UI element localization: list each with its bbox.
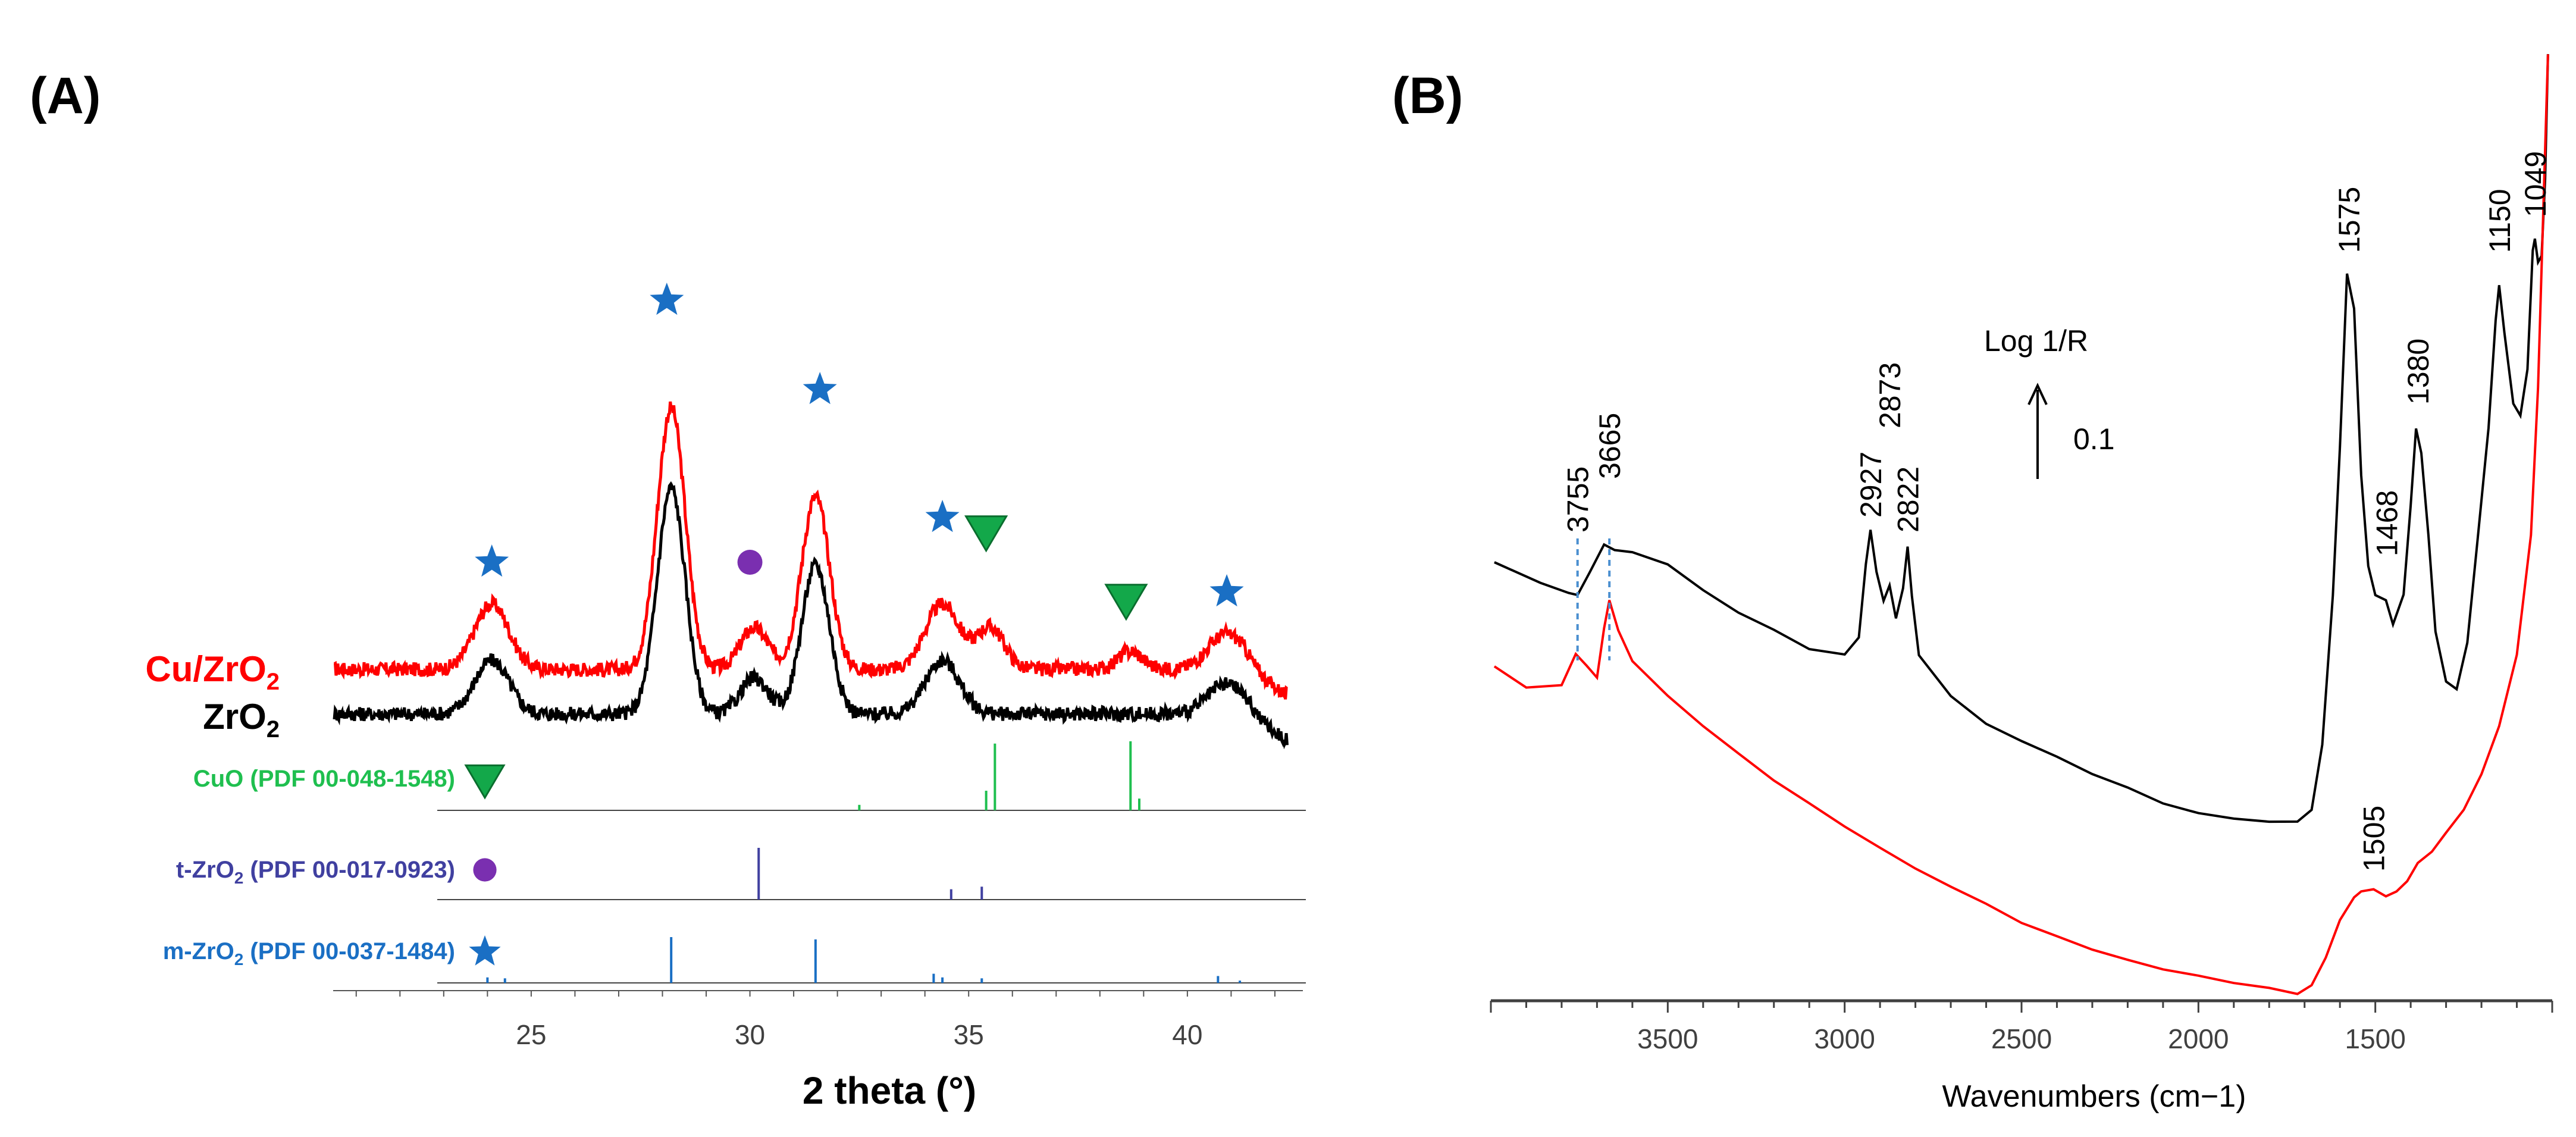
peak-label: 1468 [2371,490,2404,556]
x-tick-label: 25 [516,1019,546,1050]
scale-bar: Log 1/R 0.1 [1984,324,2115,479]
x-tick-label: 3000 [1814,1023,1875,1054]
star-marker-icon [1209,574,1244,607]
x-tick-label: 40 [1172,1019,1202,1050]
peak-label: 1505 [2358,806,2391,872]
peak-label: 3665 [1593,413,1627,479]
x-tick-label: 1500 [2345,1023,2405,1054]
peak-label: 2873 [1873,362,1907,428]
x-tick-label: 2500 [1991,1023,2052,1054]
star-marker-icon [475,544,509,577]
guide-lines [1576,538,1611,660]
x-axis-a: 25 30 35 40 [333,990,1303,1050]
x-axis-b: 3500 3000 2500 2000 1500 [1490,999,2553,1054]
star-marker-icon [650,283,684,315]
xrd-series-group [333,401,1289,750]
xrd-series-line [333,481,1289,750]
panel-a-label: (A) [30,67,101,124]
peak-label: 1575 [2333,187,2366,253]
peak-label: 1380 [2402,339,2435,405]
y-axis-label: Log 1/R [1984,324,2088,358]
peak-label: 2927 [1854,452,1888,518]
star-marker-icon [925,500,960,533]
reference-label: CuO (PDF 00-048-1548) [193,766,455,792]
triangle-marker-icon [964,515,1008,553]
ir-spectrum-line [1493,54,2549,995]
ir-spectrum-line [1494,54,2549,823]
reference-label: m-ZrO2 (PDF 00-037-1484) [163,938,455,969]
peak-label: 2822 [1892,466,1925,533]
star-marker-icon [803,372,837,405]
circle-marker-icon [473,858,497,882]
phase-markers [475,283,1244,621]
triangle-marker-icon [1104,584,1148,621]
peak-label: 1150 [2483,189,2517,253]
scale-bar-label: 0.1 [2073,422,2115,456]
reference-patterns: CuO (PDF 00-048-1548) t-ZrO2 (PDF 00-017-… [163,741,1306,983]
peak-label: 3755 [1562,466,1595,533]
circle-marker-icon [737,550,763,575]
star-marker-icon [469,935,501,966]
x-tick-label: 2000 [2168,1023,2229,1054]
xrd-series-line [333,401,1288,700]
x-tick-label: 3500 [1637,1023,1698,1054]
x-tick-label: 35 [954,1019,984,1050]
series-label: Cu/ZrO2 [145,649,280,695]
x-tick-label: 30 [735,1019,765,1050]
panel-b-label: (B) [1392,67,1463,124]
scale-arrow-icon [2027,383,2048,405]
reference-label: t-ZrO2 (PDF 00-017-0923) [176,857,455,887]
peak-label: 1049 [2519,151,2552,217]
triangle-marker-icon [464,764,506,800]
series-label: ZrO2 [203,697,280,743]
ir-series-group [1493,54,2549,995]
x-axis-title-a: 2 theta (°) [803,1069,976,1112]
x-axis-title-b: Wavenumbers (cm−1) [1942,1079,2246,1114]
